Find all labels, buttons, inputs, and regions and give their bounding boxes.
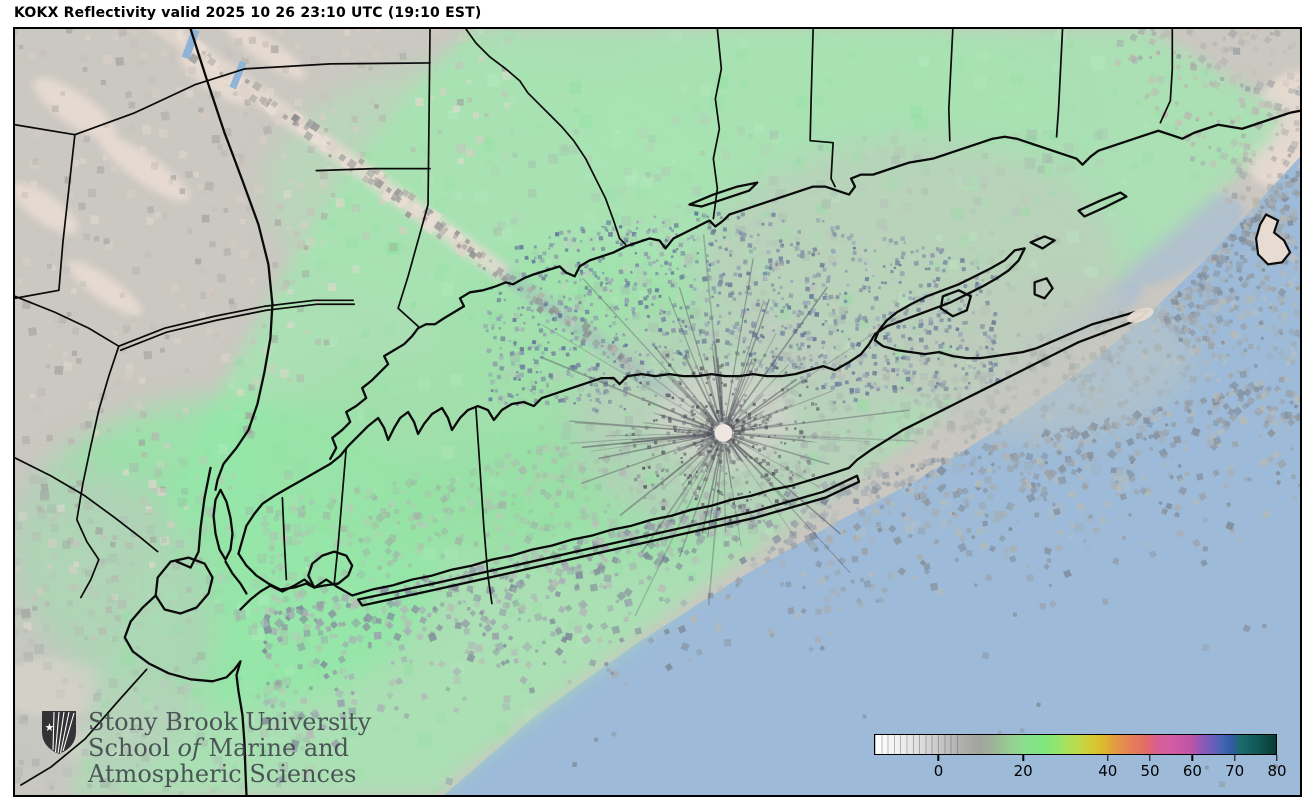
coast-upper-bay	[224, 560, 248, 595]
border-nj-south	[20, 668, 148, 786]
border-westchester-w	[15, 295, 120, 348]
sw-gray-speckle	[15, 455, 317, 795]
island-gardiners	[1033, 277, 1054, 300]
border-nassau-suffolk	[475, 407, 493, 605]
colorbar-tick	[1149, 755, 1151, 761]
island-fishers	[1077, 191, 1128, 218]
border-ct-mid	[809, 29, 836, 188]
coast-nj	[123, 594, 248, 795]
coast-manhattan	[212, 488, 234, 561]
river-housatonic	[465, 29, 627, 246]
coastlines	[123, 29, 1300, 795]
reflectivity-colorbar: 0 20 40 50 60 70 80	[874, 734, 1287, 789]
coast-jersey-city	[175, 466, 212, 569]
border-nw-b	[15, 133, 76, 300]
coast-jamaica-bay	[307, 550, 354, 589]
colorbar-tick-label: 60	[1182, 762, 1202, 780]
center-lavender-speckle	[558, 226, 896, 420]
coast-ct	[329, 109, 1300, 461]
north-clutter-band	[482, 211, 1000, 414]
border-ct-east	[947, 29, 954, 142]
terrain-ray-dashes	[188, 50, 643, 378]
colorbar-tick-label: 80	[1267, 762, 1287, 780]
border-double-a	[117, 299, 355, 348]
island-norwalk	[688, 181, 759, 208]
island-plum	[1029, 235, 1056, 250]
colorbar-tick-label: 20	[1013, 762, 1033, 780]
island-block	[1254, 213, 1292, 266]
colorbar-tick	[1233, 755, 1236, 761]
border-nj-inland	[15, 457, 159, 553]
radar-map: ★ Stony Brook University School of Marin…	[13, 27, 1302, 797]
border-rockland	[76, 345, 120, 599]
montauk-tip-terrain	[1127, 307, 1154, 323]
coast-long-island	[239, 247, 1150, 611]
colorbar-tick	[1022, 755, 1024, 761]
colorbar-gradient	[874, 734, 1277, 755]
coast-brooklyn	[237, 552, 316, 591]
river-hudson	[189, 29, 274, 491]
river-connecticut	[712, 29, 723, 220]
rivers	[181, 29, 247, 90]
colorbar-tick	[1276, 755, 1278, 761]
border-ct-ri	[1159, 29, 1174, 124]
ne-corner-speckle	[1113, 29, 1300, 293]
colorbar-tick-label: 70	[1225, 762, 1245, 780]
ocean	[443, 156, 1300, 795]
boundary-lines	[15, 29, 1174, 786]
border-queens-nassau	[333, 447, 348, 585]
border-putnam	[315, 167, 431, 172]
page-title: KOKX Reflectivity valid 2025 10 26 23:10…	[14, 5, 482, 21]
colorbar-tick-label: 0	[933, 762, 944, 780]
coast-staten-island	[154, 556, 214, 615]
radar-site-dot	[714, 423, 733, 442]
border-ct-ne	[1055, 29, 1064, 138]
border-top-left	[243, 62, 431, 70]
colorbar-tick	[1107, 755, 1109, 761]
colorbar-tick-label: 50	[1140, 762, 1160, 780]
colorbar-ticks: 0 20 40 50 60 70 80	[874, 755, 1287, 787]
border-nw-a	[15, 68, 246, 136]
island-shelter	[939, 289, 972, 318]
border-double-b	[119, 303, 356, 352]
radar-map-canvas	[15, 29, 1300, 795]
coast-barrier-islands	[357, 474, 861, 607]
echo-edge-inner-speckle	[261, 272, 1300, 606]
border-brooklyn-queens	[281, 496, 288, 581]
colorbar-tick	[1191, 755, 1194, 761]
colorbar-tick	[937, 755, 940, 761]
border-ny-ct	[397, 29, 431, 328]
colorbar-level-stripes	[875, 735, 960, 754]
coast-east-river	[237, 462, 332, 555]
colorbar-tick-label: 40	[1098, 762, 1118, 780]
